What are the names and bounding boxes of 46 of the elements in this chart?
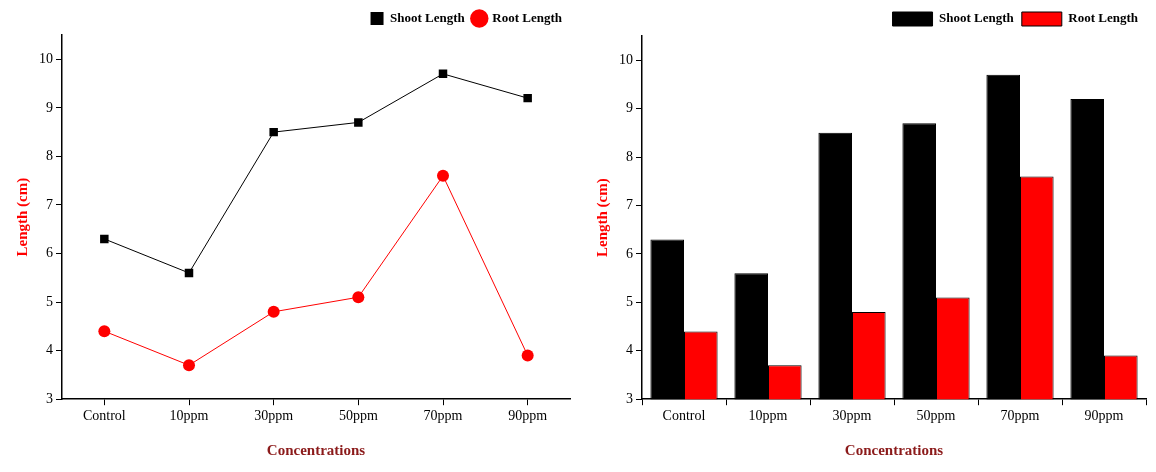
point <box>354 118 363 127</box>
y-tick-label: 6 <box>626 245 633 261</box>
x-tick-label: Control <box>662 408 706 424</box>
legend-label: Root Length <box>492 9 563 25</box>
y-tick-label: 4 <box>626 342 633 358</box>
y-tick-label: 10 <box>619 51 633 67</box>
x-tick-label: 30ppm <box>254 408 294 424</box>
point <box>183 359 195 372</box>
y-tick-label: 8 <box>626 148 633 164</box>
x-axis-title: Concentrations <box>844 441 944 458</box>
point <box>267 305 280 318</box>
point <box>100 234 109 244</box>
y-tick-label: 7 <box>626 197 633 213</box>
y-tick-label: 8 <box>46 148 53 164</box>
x-axis-title: Concentrations <box>266 441 366 458</box>
point <box>98 325 111 338</box>
y-tick-label: 3 <box>626 390 633 406</box>
x-tick-label: 30ppm <box>832 408 872 424</box>
point <box>269 127 278 137</box>
y-tick-label: 7 <box>46 196 53 212</box>
x-tick-label: 70ppm <box>1000 408 1040 424</box>
point <box>523 93 532 103</box>
y-tick-label: 3 <box>46 390 53 406</box>
x-tick-label: 10ppm <box>169 408 209 424</box>
point <box>352 291 365 304</box>
point <box>521 349 534 362</box>
x-tick-label: 10ppm <box>748 408 788 424</box>
y-tick-label: 4 <box>46 342 53 358</box>
y-axis-title: Length (cm) <box>593 178 611 257</box>
x-tick-label: Control <box>82 408 126 424</box>
point <box>437 169 449 182</box>
legend-label: Root Length <box>1068 10 1139 26</box>
y-tick-label: 5 <box>626 294 633 310</box>
y-tick-label: 9 <box>626 100 633 116</box>
x-tick-label: 90ppm <box>1084 408 1124 424</box>
x-tick-label: 50ppm <box>916 408 956 424</box>
y-axis-title: Length (cm) <box>13 177 31 257</box>
legend-label: Shoot Length <box>390 9 466 25</box>
y-tick-label: 9 <box>46 99 53 115</box>
x-tick-label: 70ppm <box>423 408 463 424</box>
y-tick-label: 6 <box>46 245 53 261</box>
x-tick-label: 90ppm <box>508 408 548 424</box>
x-tick-label: 50ppm <box>338 408 378 424</box>
y-tick-label: 5 <box>46 293 53 309</box>
legend-label: Shoot Length <box>939 10 1015 26</box>
y-tick-label: 10 <box>39 50 53 66</box>
